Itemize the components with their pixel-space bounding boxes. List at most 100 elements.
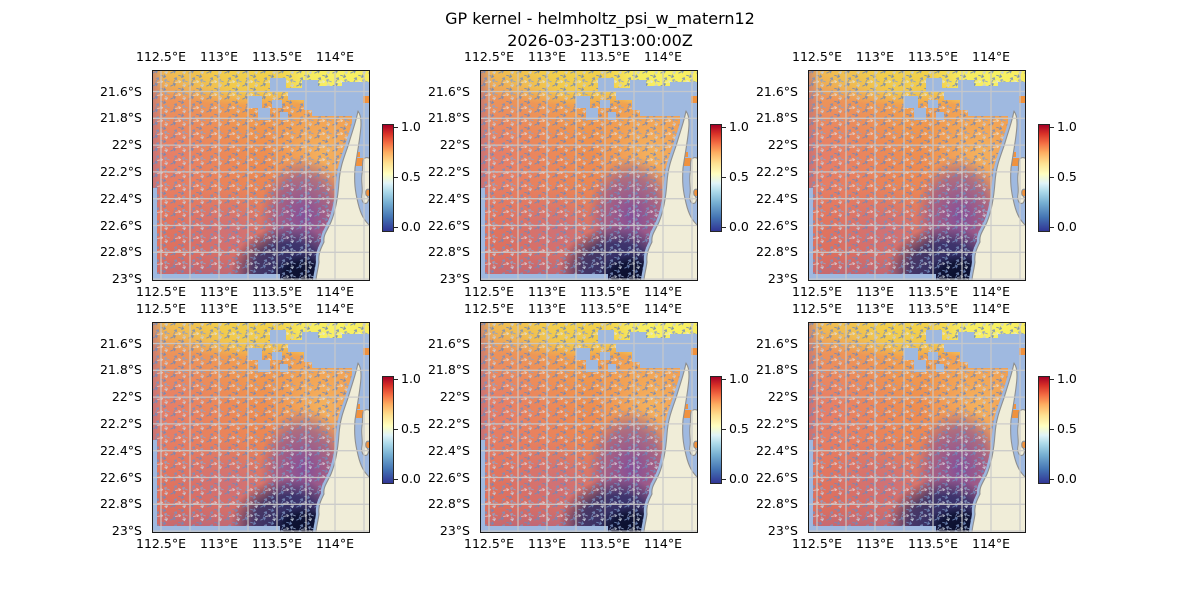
colorbar-tick-label: 0.0	[401, 471, 421, 486]
colorbar-tick-label: 0.5	[729, 421, 749, 436]
y-tick-label: 23°S	[111, 271, 142, 287]
x-axis-top-tick-labels: 112.5°E 113°E 113.5°E 114°E	[464, 49, 698, 64]
colorbar-tick-label: 1.0	[729, 371, 749, 386]
x-tick-label: 114°E	[643, 49, 683, 64]
x-tick-label: 112.5°E	[464, 536, 514, 551]
x-tick-label: 114°E	[315, 49, 355, 64]
colorbar	[710, 124, 722, 232]
y-tick-label: 22°S	[439, 389, 470, 405]
y-tick-label: 21.8°S	[99, 110, 142, 126]
y-tick-label: 22.6°S	[427, 469, 470, 485]
x-tick-label: 112.5°E	[792, 301, 842, 316]
y-tick-label: 21.6°S	[755, 335, 798, 351]
y-tick-label: 22.4°S	[427, 190, 470, 206]
x-axis-bottom-tick-labels: 112.5°E 113°E 113.5°E 114°E	[464, 536, 698, 551]
x-tick-label: 113°E	[527, 284, 567, 299]
x-tick-label: 113°E	[199, 536, 239, 551]
y-tick-label: 23°S	[439, 523, 470, 539]
y-tick-label: 22.2°S	[755, 415, 798, 431]
y-tick-label: 23°S	[767, 523, 798, 539]
x-axis-top-tick-labels: 112.5°E 113°E 113.5°E 114°E	[792, 301, 1026, 316]
colorbar-tick-label: 1.0	[401, 119, 421, 134]
colorbar	[382, 124, 394, 232]
y-tick-label: 21.8°S	[427, 110, 470, 126]
x-tick-label: 114°E	[971, 301, 1011, 316]
y-tick-label: 22.8°S	[427, 244, 470, 260]
x-tick-label: 113°E	[855, 49, 895, 64]
colorbar-tick	[394, 379, 398, 380]
colorbar-tick-label: 0.5	[1057, 169, 1077, 184]
colorbar-tick-label: 0.0	[401, 219, 421, 234]
colorbar-tick	[394, 479, 398, 480]
y-tick-label: 22°S	[439, 137, 470, 153]
x-axis-bottom-tick-labels: 112.5°E 113°E 113.5°E 114°E	[136, 536, 370, 551]
colorbar-tick-label: 1.0	[729, 119, 749, 134]
x-axis-bottom-tick-labels: 112.5°E 113°E 113.5°E 114°E	[792, 285, 1026, 299]
y-tick-label: 22.4°S	[427, 442, 470, 458]
x-tick-label: 113.5°E	[580, 284, 630, 299]
colorbar-tick-label: 0.5	[1057, 421, 1077, 436]
colorbar-tick	[722, 379, 726, 380]
lat-lon-gridlines	[480, 70, 698, 281]
x-tick-label: 114°E	[643, 536, 683, 551]
axes-frame	[152, 322, 370, 533]
x-tick-label: 112.5°E	[792, 536, 842, 551]
x-tick-label: 112.5°E	[136, 49, 186, 64]
colorbar-tick	[394, 227, 398, 228]
lat-lon-gridlines	[808, 70, 1026, 281]
y-tick-label: 22.6°S	[755, 469, 798, 485]
x-axis-bottom-tick-labels: 112.5°E 113°E 113.5°E 114°E	[136, 284, 370, 299]
colorbar-tick	[1050, 177, 1054, 178]
y-tick-label: 21.6°S	[427, 83, 470, 99]
x-tick-label: 113°E	[199, 284, 239, 299]
geographic-heatmap	[808, 322, 1026, 533]
colorbar	[710, 376, 722, 484]
x-tick-label: 113.5°E	[252, 49, 302, 64]
x-tick-label: 114°E	[643, 284, 683, 299]
colorbar-tick	[722, 127, 726, 128]
y-tick-label: 22.8°S	[755, 244, 798, 260]
map-panel-r0-c1: 112.5°E 113°E 113.5°E 114°E 21.6°S 21.8°…	[422, 44, 756, 299]
x-tick-label: 113.5°E	[580, 301, 630, 316]
lat-lon-gridlines	[152, 322, 370, 533]
lat-lon-gridlines	[152, 70, 370, 281]
colorbar-tick	[394, 177, 398, 178]
geographic-heatmap	[152, 322, 370, 533]
geographic-heatmap	[480, 70, 698, 281]
figure-title: GP kernel - helmholtz_psi_w_matern12	[445, 9, 755, 28]
x-axis-bottom-tick-labels: 112.5°E 113°E 113.5°E 114°E	[464, 284, 698, 299]
x-tick-label: 114°E	[315, 284, 355, 299]
x-tick-label: 114°E	[971, 536, 1011, 551]
x-tick-label: 113.5°E	[908, 536, 958, 551]
y-tick-label: 22.2°S	[427, 163, 470, 179]
x-tick-label: 114°E	[971, 49, 1011, 64]
y-tick-label: 22.6°S	[99, 469, 142, 485]
x-tick-label: 113.5°E	[908, 49, 958, 64]
y-tick-label: 23°S	[111, 523, 142, 539]
x-tick-label: 113.5°E	[252, 301, 302, 316]
colorbar-tick	[722, 429, 726, 430]
y-tick-label: 22.2°S	[99, 163, 142, 179]
x-tick-label: 113°E	[199, 301, 239, 316]
y-tick-label: 23°S	[767, 271, 798, 287]
y-tick-label: 22.2°S	[99, 415, 142, 431]
y-tick-label: 21.8°S	[99, 362, 142, 378]
y-tick-label: 22°S	[111, 389, 142, 405]
y-tick-label: 22°S	[767, 389, 798, 405]
map-panel-r0-c2: 112.5°E 113°E 113.5°E 114°E 21.6°S 21.8°…	[750, 44, 1084, 299]
colorbar	[1038, 376, 1050, 484]
x-tick-label: 114°E	[643, 301, 683, 316]
y-tick-label: 23°S	[439, 271, 470, 287]
x-tick-label: 112.5°E	[464, 284, 514, 299]
x-tick-label: 112.5°E	[792, 284, 842, 299]
x-tick-label: 113°E	[527, 301, 567, 316]
x-tick-label: 113.5°E	[580, 49, 630, 64]
x-tick-label: 113°E	[855, 536, 895, 551]
colorbar-tick	[1050, 227, 1054, 228]
axes-frame	[808, 70, 1026, 281]
x-tick-label: 113°E	[527, 49, 567, 64]
colorbar-tick-label: 0.0	[1057, 471, 1077, 486]
x-tick-label: 113°E	[199, 49, 239, 64]
x-axis-top-tick-labels: 112.5°E 113°E 113.5°E 114°E	[792, 49, 1026, 64]
